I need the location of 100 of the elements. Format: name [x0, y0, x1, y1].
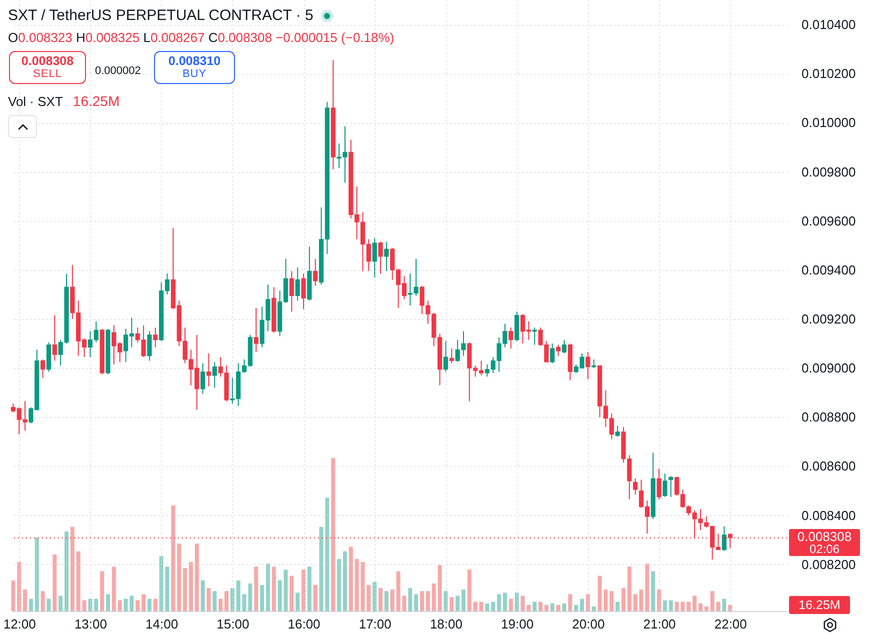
candlestick	[449, 348, 454, 364]
x-tick-label: 13:00	[74, 616, 107, 632]
candlestick	[147, 330, 152, 362]
volume-tag: 16.25M	[789, 596, 850, 614]
buy-button: 0.008310 BUY	[154, 51, 235, 84]
bar	[420, 591, 424, 611]
x-tick-label: 19:00	[501, 616, 534, 632]
bar	[526, 604, 531, 611]
bar	[508, 598, 513, 611]
bar	[645, 564, 650, 611]
bar	[467, 570, 472, 611]
bar	[136, 600, 140, 611]
bar	[342, 551, 347, 611]
candlestick	[662, 473, 668, 498]
x-tick-label: 15:00	[216, 616, 250, 632]
bar	[82, 600, 86, 611]
bar	[479, 602, 484, 611]
bar	[438, 565, 442, 611]
x-tick-label: 17:00	[358, 616, 392, 632]
bar	[266, 564, 270, 611]
y-tick-label: 0.009200	[802, 311, 856, 326]
bar	[272, 566, 276, 611]
candlestick	[508, 327, 514, 349]
y-tick-label: 0.010400	[802, 17, 856, 32]
bar	[722, 598, 726, 611]
bar	[236, 580, 240, 611]
bar	[118, 600, 122, 611]
annotation: 0.008310	[168, 54, 221, 68]
y-tick-label: 0.008800	[802, 410, 856, 425]
bar	[52, 554, 57, 611]
ref-line-label: 0.008308	[797, 528, 852, 544]
bar	[592, 606, 596, 611]
bar	[686, 602, 691, 611]
bar	[491, 602, 496, 611]
candlestick	[200, 362, 206, 394]
annotation: O0.008323 H0.008325 L0.008267 C0.008308 −0.000015 (−0.18%)	[8, 30, 394, 46]
price-tag: 0.008308 02:06	[789, 528, 860, 556]
bar	[11, 580, 16, 611]
bar	[200, 580, 205, 611]
bar	[188, 562, 193, 611]
bar	[426, 591, 430, 611]
candlestick	[313, 258, 318, 286]
bar	[70, 526, 74, 611]
annotation: 0.000002	[95, 65, 141, 77]
bar	[621, 588, 626, 611]
y-tick-label: 0.008600	[802, 458, 856, 474]
candlestick	[206, 352, 212, 387]
candlestick	[301, 273, 306, 310]
bar	[390, 590, 394, 611]
bar	[40, 591, 45, 611]
x-tick-label: 16:00	[288, 616, 320, 632]
bar	[520, 596, 525, 611]
bar	[313, 584, 318, 611]
bar	[34, 538, 39, 611]
bar	[290, 576, 294, 611]
candlestick	[443, 340, 448, 372]
candlestick	[295, 266, 300, 302]
bar	[485, 603, 490, 611]
bar	[580, 598, 584, 611]
annotation: Vol · SXT	[8, 94, 63, 109]
y-tick-label: 0.009800	[802, 164, 856, 180]
bar	[260, 584, 264, 611]
bar	[532, 602, 537, 611]
bar	[183, 568, 188, 611]
y-tick-label: 0.010200	[802, 66, 856, 82]
bar	[58, 596, 63, 611]
y-tick-label: 0.009600	[802, 213, 856, 228]
annotation: 16.25M	[72, 93, 120, 109]
bar	[384, 591, 388, 611]
y-tick-label: 0.010000	[802, 115, 856, 130]
bar	[372, 582, 377, 611]
bar	[657, 590, 662, 611]
bar	[348, 546, 353, 611]
bar	[568, 594, 572, 611]
bar	[218, 598, 223, 611]
bar	[23, 590, 28, 611]
bar	[307, 566, 312, 611]
candlestick	[372, 238, 377, 278]
bar	[456, 596, 460, 611]
candlestick	[586, 352, 590, 380]
bar	[728, 604, 732, 611]
bar	[574, 604, 578, 611]
bar	[177, 544, 182, 611]
candlestick	[562, 339, 567, 354]
candlestick	[212, 361, 217, 388]
candlestick	[556, 344, 561, 356]
candlestick	[633, 478, 638, 495]
bar	[88, 598, 92, 611]
candlestick	[615, 425, 620, 438]
bar	[212, 591, 217, 611]
bar	[538, 602, 543, 611]
x-tick-label: 14:00	[146, 616, 178, 632]
bar	[444, 591, 448, 611]
y-tick-label: 0.008200	[802, 556, 856, 572]
candlestick	[52, 314, 57, 362]
x-tick-label: 20:00	[572, 616, 605, 632]
bar	[704, 606, 708, 611]
x-tick-label: 22:00	[714, 616, 747, 632]
bar	[254, 566, 258, 611]
x-tick-label: 18:00	[430, 616, 462, 632]
